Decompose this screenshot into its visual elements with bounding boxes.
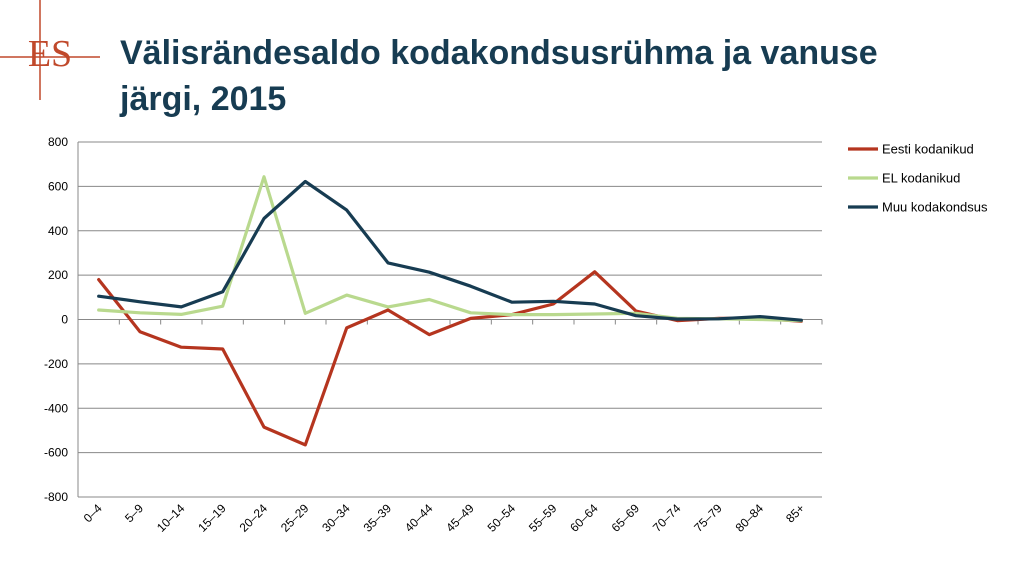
page-title: Välisrändesaldo kodakondsusrühma ja vanu…: [120, 34, 878, 118]
x-tick-label: 25–29: [278, 501, 312, 535]
x-tick-label: 70–74: [650, 501, 684, 535]
x-tick-label: 15–19: [195, 501, 229, 535]
x-tick-label: 85+: [783, 501, 807, 525]
y-tick-label: -600: [44, 446, 68, 460]
y-tick-label: -400: [44, 401, 68, 415]
es-logo: ES: [0, 0, 100, 100]
x-tick-label: 80–84: [733, 501, 767, 535]
series-line: [97, 179, 803, 322]
series-layer: [97, 175, 803, 447]
y-tick-label: -800: [44, 490, 68, 504]
x-tick-label: 5–9: [122, 501, 146, 525]
x-tick-label: 20–24: [237, 501, 271, 535]
x-tick-label: 10–14: [154, 501, 188, 535]
legend-label: EL kodanikud: [882, 171, 960, 186]
x-tick-label: 45–49: [443, 501, 477, 535]
x-tick-label: 35–39: [361, 501, 395, 535]
legend-label: Eesti kodanikud: [882, 142, 974, 157]
y-tick-label: 600: [48, 179, 68, 193]
y-tick-label: 800: [48, 135, 68, 149]
x-tick-label: 0–4: [81, 501, 105, 525]
grid-layer: [78, 141, 822, 498]
x-tick-label: 65–69: [609, 501, 643, 535]
x-tick-label: 55–59: [526, 501, 560, 535]
y-tick-label: 400: [48, 224, 68, 238]
x-tick-label: 60–64: [567, 501, 601, 535]
x-tick-label: 50–54: [485, 501, 519, 535]
logo-text: ES: [28, 33, 72, 75]
x-tick-label: 40–44: [402, 501, 436, 535]
y-tick-label: 200: [48, 268, 68, 282]
y-tick-label: -200: [44, 357, 68, 371]
legend: Eesti kodanikud EL kodanikud Muu kodakonds…: [848, 142, 988, 215]
x-tick-label: 30–34: [319, 501, 353, 535]
y-tick-label: 0: [61, 313, 68, 327]
x-tick-label: 75–79: [691, 501, 725, 535]
legend-label: Muu kodakondsus: [882, 200, 988, 215]
